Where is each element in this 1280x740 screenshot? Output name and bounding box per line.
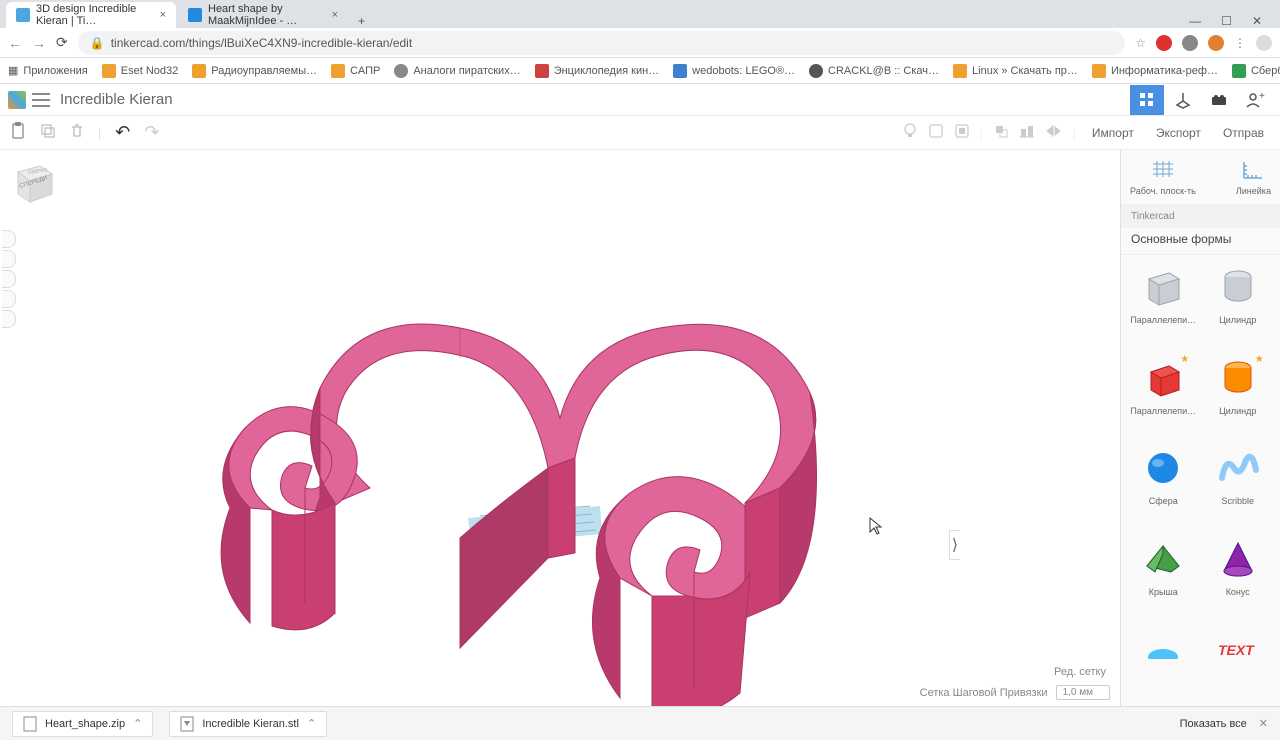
group-icon[interactable] <box>993 123 1009 142</box>
bookmark[interactable]: wedobots: LEGO®… <box>673 64 795 78</box>
invite-button[interactable]: + <box>1238 85 1272 115</box>
ortho-icon[interactable] <box>2 310 16 328</box>
download-item[interactable]: Incredible Kieran.stl⌃ <box>169 711 327 737</box>
note-icon[interactable] <box>928 123 944 142</box>
bookmark[interactable]: Информатика-реф… <box>1092 64 1218 78</box>
undo-icon[interactable]: ↶ <box>115 122 130 143</box>
paste-icon[interactable] <box>10 122 26 143</box>
edit-grid-link[interactable]: Ред. сетку <box>1054 666 1106 678</box>
zoom-in-icon[interactable] <box>2 270 16 288</box>
extension-icon[interactable] <box>1182 35 1198 51</box>
svg-text:TEXT: TEXT <box>1218 642 1255 658</box>
avatar[interactable] <box>1256 35 1272 51</box>
bookmarks-bar: ▦Приложения Eset Nod32 Радиоуправляемы… … <box>0 58 1280 84</box>
fit-view-icon[interactable] <box>2 250 16 268</box>
address-bar: ← → ⟳ 🔒 tinkercad.com/things/lBuiXeC4XN9… <box>0 28 1280 58</box>
extension-icon[interactable] <box>1156 35 1172 51</box>
delete-icon[interactable] <box>70 123 84 142</box>
download-item[interactable]: Heart_shape.zip⌃ <box>12 711 153 737</box>
shape-partial[interactable] <box>1127 625 1200 698</box>
view-3d-button[interactable] <box>1130 85 1164 115</box>
home-view-icon[interactable] <box>2 230 16 248</box>
bulb-icon[interactable] <box>902 122 918 143</box>
export-button[interactable]: Экспорт <box>1150 126 1207 140</box>
reload-icon[interactable]: ⟳ <box>56 34 68 51</box>
mirror-icon[interactable] <box>1045 123 1063 142</box>
workplane-tool[interactable]: Рабоч. плоск-ть <box>1130 158 1196 196</box>
close-bar-icon[interactable]: ✕ <box>1259 717 1268 730</box>
forward-icon: → <box>32 35 46 51</box>
send-button[interactable]: Отправ <box>1217 126 1270 140</box>
bookmark[interactable]: САПР <box>331 64 380 78</box>
model-view <box>0 150 1120 706</box>
view-tools <box>2 230 16 328</box>
tinkercad-logo-icon[interactable] <box>8 91 26 109</box>
browser-tab[interactable]: Heart shape by MaakMijnIdee - … × <box>178 2 348 28</box>
provider-label: Tinkercad <box>1121 205 1280 228</box>
shape-scribble[interactable]: Scribble <box>1202 444 1275 531</box>
bookmark[interactable]: Энциклопедия кин… <box>535 64 659 78</box>
zoom-out-icon[interactable] <box>2 290 16 308</box>
shape-sphere[interactable]: Сфера <box>1127 444 1200 531</box>
viewcube[interactable]: СПЕРЕДИ СВЕРХУ <box>6 156 62 212</box>
tab-title: 3D design Incredible Kieran | Ti… <box>36 3 148 27</box>
bookmark[interactable]: Linux » Скачать пр… <box>953 64 1078 78</box>
close-icon[interactable]: × <box>332 9 338 21</box>
tab-title: Heart shape by MaakMijnIdee - … <box>208 3 320 27</box>
menu-icon[interactable]: ⋮ <box>1234 36 1246 50</box>
bookmark[interactable]: Сбербанк <box>1232 64 1280 78</box>
shape-box-hole[interactable]: Параллелепи… <box>1127 263 1200 350</box>
import-button[interactable]: Импорт <box>1086 126 1140 140</box>
bookmark[interactable]: Аналоги пиратских… <box>394 64 520 78</box>
app-header: Incredible Kieran + <box>0 84 1280 116</box>
browser-tab-strip: 3D design Incredible Kieran | Ti… × Hear… <box>0 0 1280 28</box>
shape-box[interactable]: ★Параллелепи… <box>1127 354 1200 441</box>
lock-icon: 🔒 <box>90 36 105 50</box>
show-all-downloads[interactable]: Показать все <box>1180 718 1247 730</box>
bookmark[interactable]: Радиоуправляемы… <box>192 64 317 78</box>
blocks-button[interactable] <box>1166 85 1200 115</box>
shape-roof[interactable]: Крыша <box>1127 535 1200 622</box>
copy-icon[interactable] <box>40 123 56 142</box>
file-icon <box>180 716 194 732</box>
file-icon <box>23 716 37 732</box>
shape-cone[interactable]: Конус <box>1202 535 1275 622</box>
grid-snap-label: Сетка Шаговой Привязки <box>920 687 1048 699</box>
url-input[interactable]: 🔒 tinkercad.com/things/lBuiXeC4XN9-incre… <box>78 31 1126 55</box>
maximize-icon[interactable]: ☐ <box>1221 14 1232 28</box>
minimize-icon[interactable]: — <box>1189 14 1201 28</box>
project-title[interactable]: Incredible Kieran <box>60 91 173 108</box>
align-icon[interactable] <box>1019 123 1035 142</box>
new-tab-button[interactable]: + <box>350 14 373 28</box>
expand-panel-icon[interactable]: ⟩ <box>949 530 960 560</box>
browser-tab-active[interactable]: 3D design Incredible Kieran | Ti… × <box>6 2 176 28</box>
toolbar: | ↶ ↷ | | Импорт Экспорт Отправ <box>0 116 1280 150</box>
shape-cylinder-hole[interactable]: Цилиндр <box>1202 263 1275 350</box>
bookmark[interactable]: CRACKL@B :: Скач… <box>809 64 939 78</box>
close-icon[interactable]: × <box>160 9 166 21</box>
3d-canvas[interactable]: СПЕРЕДИ СВЕРХУ <box>0 150 1120 706</box>
apps-icon: ▦ <box>8 64 18 77</box>
downloads-bar: Heart_shape.zip⌃ Incredible Kieran.stl⌃ … <box>0 706 1280 740</box>
category-select[interactable]: Основные формы <box>1121 228 1280 255</box>
show-all-icon[interactable] <box>954 123 970 142</box>
shape-cylinder[interactable]: ★Цилиндр <box>1202 354 1275 441</box>
grid-snap-select[interactable]: 1,0 мм <box>1056 685 1110 700</box>
back-icon[interactable]: ← <box>8 35 22 51</box>
shapes-sidebar: Рабоч. плоск-ть Линейка Tinkercad Основн… <box>1120 150 1280 706</box>
bookmark-apps[interactable]: ▦Приложения <box>8 64 88 77</box>
star-icon[interactable]: ☆ <box>1135 36 1146 50</box>
extension-icon[interactable] <box>1208 35 1224 51</box>
redo-icon[interactable]: ↷ <box>144 122 159 143</box>
bricks-button[interactable] <box>1202 85 1236 115</box>
menu-icon[interactable] <box>32 93 50 107</box>
shape-partial[interactable]: TEXT <box>1202 625 1275 698</box>
svg-text:+: + <box>1259 91 1265 102</box>
bookmark[interactable]: Eset Nod32 <box>102 64 178 78</box>
ruler-tool[interactable]: Линейка <box>1236 158 1271 196</box>
close-window-icon[interactable]: ✕ <box>1252 14 1262 28</box>
